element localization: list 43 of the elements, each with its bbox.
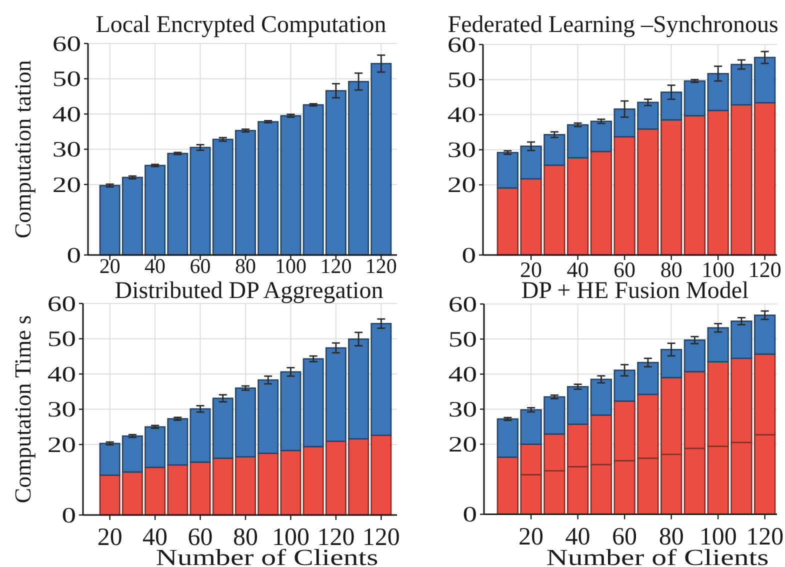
y-tick-label: 40 [47, 361, 76, 387]
y-tick-label: 50 [447, 67, 476, 92]
x-tick-label: 80 [235, 254, 256, 278]
y-tick-label: 30 [47, 396, 76, 422]
x-tick-label: 120 [365, 254, 397, 278]
y-tick-label: 50 [47, 326, 76, 352]
y-tick-label: 60 [448, 291, 477, 317]
y-tick-label: 40 [448, 362, 477, 387]
y-tick-label: 20 [47, 432, 76, 458]
y-tick-label: 50 [448, 326, 477, 352]
y-tick-label: 60 [47, 290, 76, 316]
x-tick-label: 20 [97, 524, 122, 551]
y-tick-label: 30 [52, 136, 81, 162]
y-tick-label: 0 [462, 242, 476, 268]
x-tick-label: 60 [190, 254, 211, 278]
bar [566, 386, 589, 425]
x-tick-label: 120 [748, 257, 782, 282]
y-tick-label: 0 [462, 502, 477, 527]
x-tick-label: 100 [274, 254, 306, 278]
y-tick-label: 0 [62, 502, 76, 528]
bar [684, 80, 706, 116]
y-tick-label: 20 [447, 172, 476, 198]
y-tick-label: 0 [66, 242, 81, 268]
bar [684, 339, 706, 372]
bar [566, 157, 589, 256]
y-tick-label: 40 [52, 101, 81, 127]
x-tick-label: 40 [144, 254, 166, 278]
y-tick-label: 50 [52, 66, 81, 92]
y-axis-title: Computation Time s [10, 315, 36, 504]
bar [566, 124, 589, 158]
x-tick-label: 20 [99, 254, 120, 278]
y-tick-label: 60 [52, 30, 81, 56]
y-axis-title: Computation tation [10, 60, 36, 238]
y-tick-label: 30 [447, 137, 476, 162]
y-tick-label: 30 [448, 396, 477, 422]
chart-title: Distributed DP Aggregation [114, 278, 384, 304]
y-tick-label: 40 [447, 102, 476, 128]
x-tick-label: 20 [518, 523, 544, 550]
chart-title: Local Encrypted Computation [96, 12, 386, 38]
y-tick-label: 20 [448, 432, 477, 457]
y-tick-label: 20 [52, 172, 81, 198]
x-tick-label: 120 [320, 254, 352, 278]
bar [684, 115, 706, 256]
